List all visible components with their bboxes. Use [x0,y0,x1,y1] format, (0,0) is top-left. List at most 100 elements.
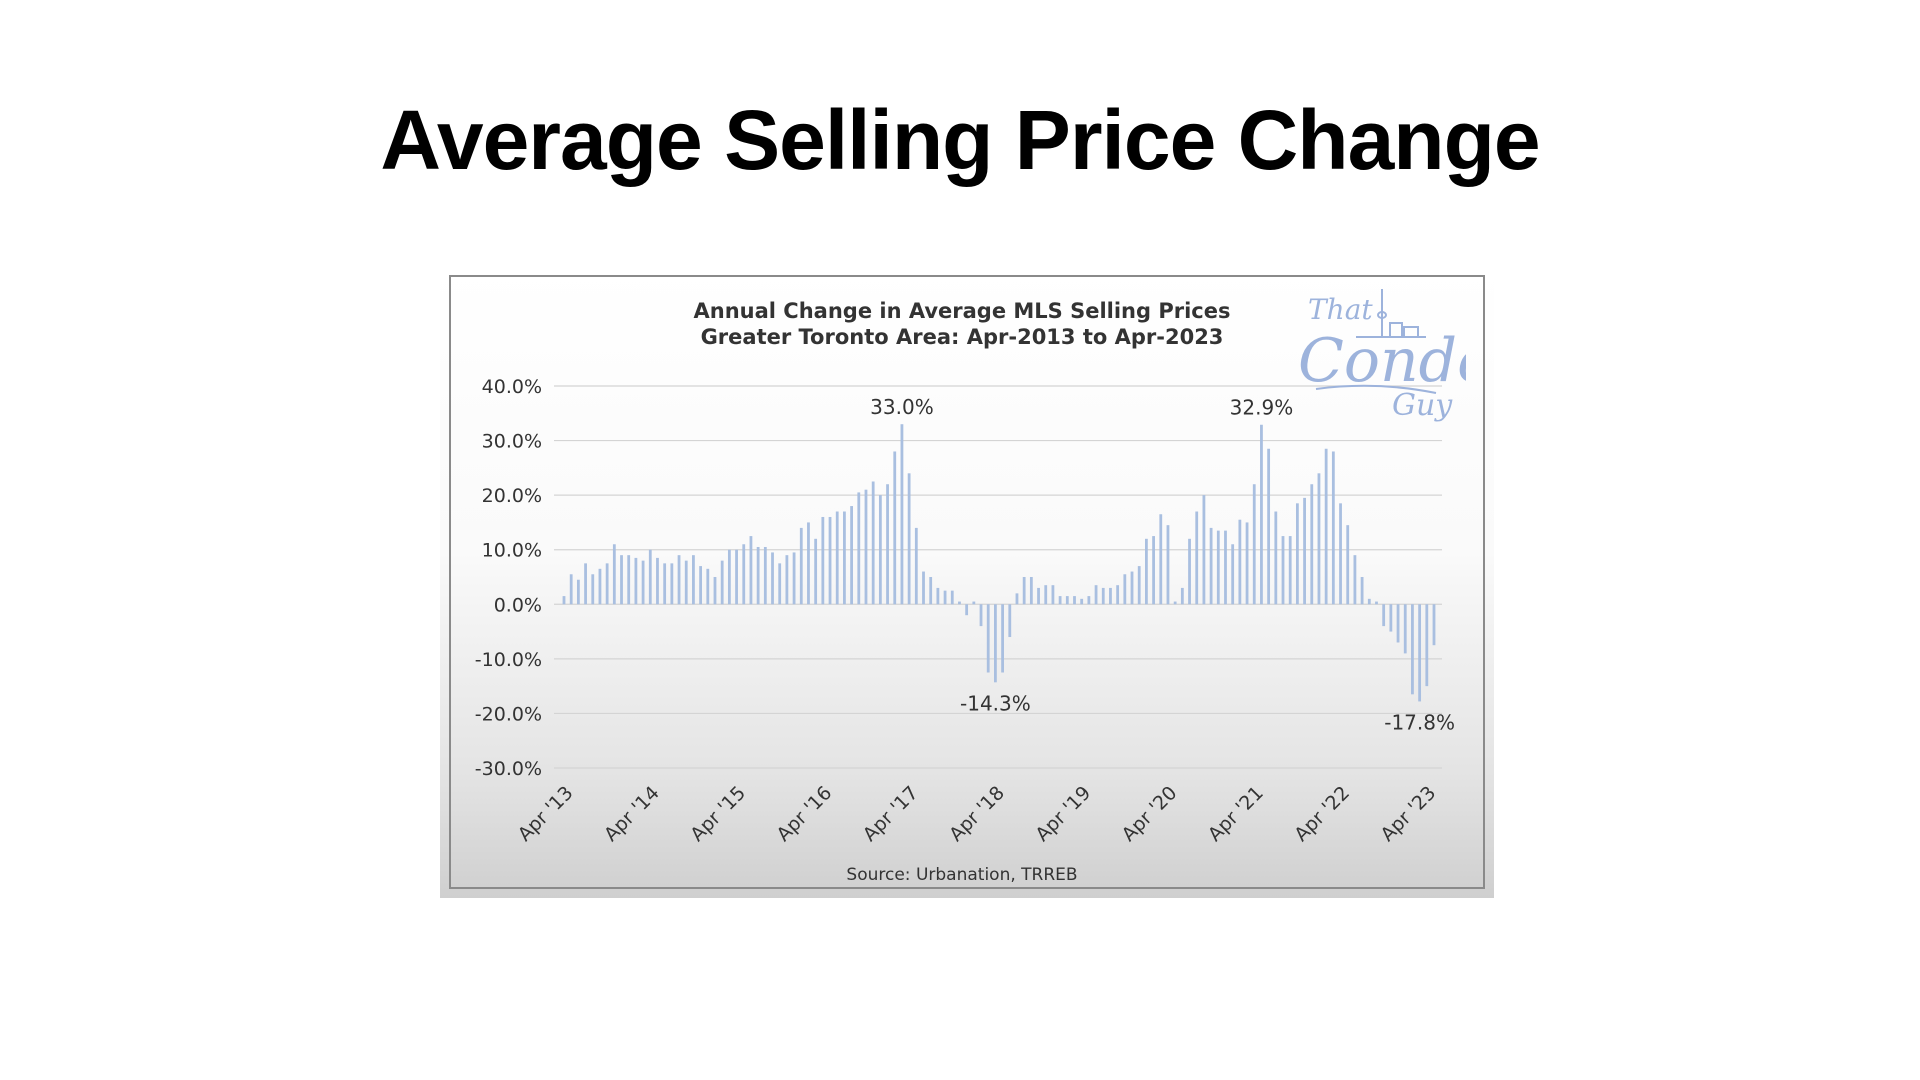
bar [1303,497,1306,605]
bar [677,555,681,605]
bar [828,516,832,605]
bar [1130,571,1134,605]
bar [641,560,645,605]
bar [1051,585,1055,605]
bar [1101,587,1105,605]
bar [1411,604,1414,695]
bar [936,587,940,605]
bar [1432,604,1436,646]
bar [1123,574,1127,605]
bar [1180,587,1184,605]
bar [1080,598,1084,605]
bar [591,574,595,605]
bar [627,555,631,605]
bar [663,563,667,605]
bar [986,604,990,673]
bar [612,544,616,605]
bar [1346,525,1350,605]
bar [1159,514,1163,605]
bar [1087,596,1091,605]
bar [584,563,587,605]
data-label: 33.0% [870,395,934,419]
y-axis-ticks: 40.0% 30.0% 20.0% 10.0% 0.0% -10.0% -20.0% -30.… [475,376,542,780]
x-tick-label: Apr '13 [514,782,578,846]
bar [972,601,976,605]
bar [1044,585,1048,605]
x-tick-label: Apr '20 [1118,782,1182,846]
bar [620,555,623,605]
data-annotations: 33.0% -14.3% 32.9% -17.8% [870,395,1455,734]
x-axis-ticks: Apr '13 Apr '14 Apr '15 Apr '16 Apr '17 Apr '… [514,782,1441,846]
bar [1288,536,1292,605]
bar [871,481,875,605]
bar [792,552,796,605]
bar [1058,596,1062,605]
bar [864,489,868,605]
bar [799,527,803,605]
x-tick-label: Apr '19 [1031,782,1095,846]
x-tick-label: Apr '16 [773,782,837,846]
bar [1037,587,1040,605]
bar [1094,585,1098,605]
bar [1166,525,1170,605]
bar [1281,536,1285,605]
x-tick-label: Apr '23 [1376,782,1440,846]
bar [1001,604,1004,673]
bar [1252,484,1256,605]
bar [706,568,710,605]
x-tick-label: Apr '18 [945,782,1009,846]
bar [950,590,954,605]
bar [576,579,580,605]
bar [1152,536,1155,605]
bar [1260,424,1263,605]
bar [1109,587,1112,605]
bar [1295,503,1299,605]
that-condo-guy-logo: That Condo Guy [1298,289,1466,423]
bar [965,604,969,616]
bar [562,596,566,605]
y-tick-label: 30.0% [482,431,542,453]
bar [598,568,602,605]
x-tick-label: Apr '15 [686,782,750,846]
bar [1238,519,1242,605]
bar [720,560,724,605]
logo-condo: Condo [1298,326,1466,396]
data-label: 32.9% [1230,396,1294,420]
data-label: -17.8% [1384,710,1455,734]
bar [1022,577,1026,605]
bar [807,522,810,605]
bar [1008,604,1012,638]
bar [1403,604,1407,654]
bar [1382,604,1386,627]
chart-panel: Annual Change in Average MLS Selling Pri… [440,266,1494,898]
data-label: -14.3% [960,691,1031,715]
bar [1274,511,1278,605]
y-tick-label: -20.0% [475,703,542,725]
bar [886,484,889,605]
x-tick-label: Apr '21 [1204,782,1268,846]
bar [893,451,897,605]
bar [1195,511,1199,605]
bar [943,590,947,605]
bar [1389,604,1393,632]
bar [1310,484,1314,605]
y-tick-label: 20.0% [482,485,542,507]
bar [979,604,983,627]
bar [684,560,688,605]
bar [835,511,839,605]
bar [922,571,925,605]
x-tick-label: Apr '14 [600,782,664,846]
y-tick-label: -30.0% [475,758,542,780]
bar [648,549,652,605]
bar [1331,451,1335,605]
bar [1188,538,1191,605]
bar [1367,598,1371,605]
bar [763,546,767,605]
bar [1353,555,1357,605]
bar [699,566,703,605]
bar [958,601,961,605]
bar [900,424,904,605]
bar [1231,544,1235,605]
bar [821,516,825,605]
chart-title: Annual Change in Average MLS Selling Pri… [694,299,1231,323]
